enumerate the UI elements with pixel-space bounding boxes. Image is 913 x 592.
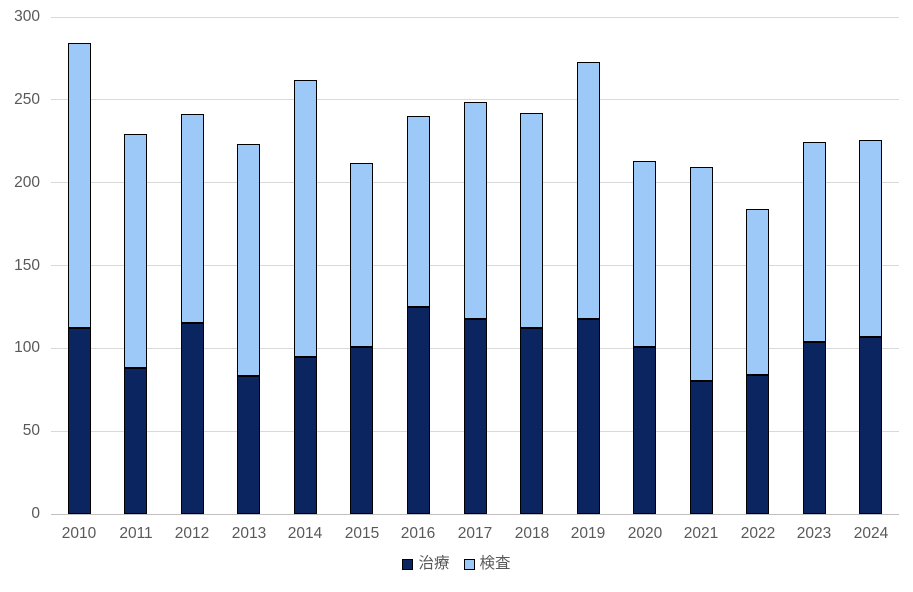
bar-2013 — [237, 144, 260, 514]
bar-segment-chiryo-2010 — [68, 328, 91, 514]
bar-segment-chiryo-2024 — [859, 337, 882, 514]
bar-segment-chiryo-2018 — [520, 328, 543, 514]
x-axis-label-2011: 2011 — [119, 525, 153, 542]
bar-segment-kensa-2012 — [181, 114, 204, 323]
gridline-300 — [51, 16, 899, 18]
bar-segment-chiryo-2019 — [577, 319, 600, 514]
x-axis-line — [51, 513, 899, 515]
bar-segment-chiryo-2023 — [803, 342, 826, 514]
y-axis-label-0: 0 — [31, 505, 40, 522]
legend-label: 検査 — [479, 555, 511, 572]
y-axis-label-300: 300 — [14, 8, 40, 25]
bar-2018 — [520, 113, 543, 514]
bar-segment-kensa-2018 — [520, 113, 543, 328]
bar-2023 — [803, 142, 826, 514]
bar-2010 — [68, 43, 91, 514]
bar-segment-kensa-2015 — [350, 163, 373, 347]
bar-2021 — [690, 167, 713, 514]
x-axis-label-2020: 2020 — [627, 525, 663, 542]
bar-2024 — [859, 140, 882, 514]
bar-segment-kensa-2021 — [690, 167, 713, 381]
legend-item-chiryo: 治療 — [402, 555, 450, 572]
bar-segment-chiryo-2022 — [746, 375, 769, 514]
x-axis-label-2014: 2014 — [287, 525, 323, 542]
bar-2017 — [464, 102, 487, 514]
x-axis-label-2010: 2010 — [61, 525, 97, 542]
x-axis-label-2023: 2023 — [796, 525, 832, 542]
bar-segment-chiryo-2013 — [237, 376, 260, 514]
x-axis-label-2021: 2021 — [683, 525, 719, 542]
x-axis-label-2024: 2024 — [853, 525, 889, 542]
bar-segment-kensa-2020 — [633, 161, 656, 347]
bar-segment-kensa-2019 — [577, 62, 600, 319]
x-axis-label-2022: 2022 — [740, 525, 776, 542]
bar-segment-chiryo-2014 — [294, 357, 317, 514]
bar-segment-kensa-2023 — [803, 142, 826, 342]
bar-segment-chiryo-2011 — [124, 368, 147, 514]
legend: 治療 検査 — [0, 556, 913, 572]
bar-2015 — [350, 163, 373, 514]
x-axis-label-2015: 2015 — [344, 525, 380, 542]
bar-2020 — [633, 161, 656, 514]
bar-segment-chiryo-2017 — [464, 319, 487, 514]
legend-label: 治療 — [418, 555, 450, 572]
y-axis-label-200: 200 — [14, 173, 40, 191]
x-axis-label-2013: 2013 — [231, 525, 267, 542]
bar-2019 — [577, 62, 600, 514]
bar-segment-kensa-2017 — [464, 102, 487, 319]
x-axis-label-2016: 2016 — [400, 525, 436, 542]
y-axis-label-250: 250 — [14, 90, 40, 108]
x-axis-label-2012: 2012 — [174, 525, 210, 542]
bar-segment-kensa-2016 — [407, 116, 430, 307]
x-axis-label-2018: 2018 — [514, 525, 550, 542]
bar-2014 — [294, 80, 317, 514]
bar-segment-kensa-2010 — [68, 43, 91, 328]
bar-segment-chiryo-2020 — [633, 347, 656, 514]
bar-segment-kensa-2014 — [294, 80, 317, 357]
legend-marker-icon — [463, 558, 475, 570]
bar-2011 — [124, 134, 147, 514]
y-axis-label-150: 150 — [14, 256, 40, 274]
bar-segment-kensa-2022 — [746, 209, 769, 375]
legend-item-kensa: 検査 — [463, 555, 511, 572]
x-axis-label-2019: 2019 — [570, 525, 606, 542]
bar-segment-chiryo-2012 — [181, 323, 204, 514]
y-axis-label-50: 50 — [22, 422, 40, 440]
bar-2016 — [407, 116, 430, 514]
gridline-250 — [51, 99, 899, 101]
bar-segment-chiryo-2021 — [690, 381, 713, 514]
bar-2012 — [181, 114, 204, 514]
legend-marker-icon — [402, 558, 414, 570]
bar-segment-kensa-2011 — [124, 134, 147, 368]
bar-2022 — [746, 209, 769, 514]
x-axis-label-2017: 2017 — [457, 525, 493, 542]
bar-segment-kensa-2024 — [859, 140, 882, 337]
bar-segment-chiryo-2016 — [407, 307, 430, 514]
bar-segment-kensa-2013 — [237, 144, 260, 376]
bar-segment-chiryo-2015 — [350, 347, 373, 514]
y-axis-label-100: 100 — [14, 339, 40, 357]
